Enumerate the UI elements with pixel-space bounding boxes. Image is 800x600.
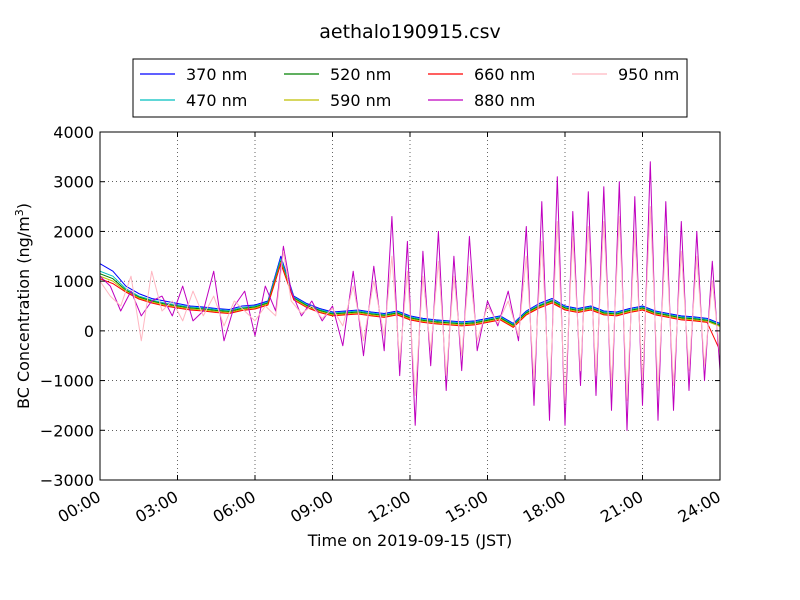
y-tick-label: 0: [84, 322, 94, 341]
y-axis: 4000 3000 2000 1000 0 −1000 −2000 −3000: [40, 123, 720, 490]
chart-title: aethalo190915.csv: [319, 21, 501, 43]
y-tick-label: 2000: [53, 222, 94, 241]
legend-label-660-nm: 660 nm: [474, 65, 535, 84]
y-axis-title-main: BC Concentration (ng/m: [14, 216, 33, 409]
legend-label-470-nm: 470 nm: [186, 91, 247, 110]
x-axis-title: Time on 2019-09-15 (JST): [307, 531, 512, 550]
y-axis-title-superscript: 3: [13, 209, 26, 216]
legend-label-590-nm: 590 nm: [330, 91, 391, 110]
legend-label-370-nm: 370 nm: [186, 65, 247, 84]
y-tick-label: −1000: [40, 372, 94, 391]
y-axis-title-close: ): [14, 203, 33, 209]
y-tick-label: −3000: [40, 471, 94, 490]
y-axis-title: BC Concentration (ng/m3): [13, 203, 33, 409]
legend-label-880-nm: 880 nm: [474, 91, 535, 110]
series-line-950-nm: [100, 206, 720, 401]
y-tick-label: −2000: [40, 421, 94, 440]
series-layer: [100, 161, 720, 431]
y-tick-label: 3000: [53, 173, 94, 192]
y-tick-label: 4000: [53, 123, 94, 142]
legend: 370 nm 470 nm 520 nm 590 nm 660 nm 880 nm 950 …: [132, 58, 688, 118]
legend-label-520-nm: 520 nm: [330, 65, 391, 84]
legend-frame: [132, 58, 688, 118]
legend-items: 370 nm 470 nm 520 nm 590 nm 660 nm 880 nm 950 …: [140, 65, 679, 110]
y-tick-label: 1000: [53, 272, 94, 291]
legend-label-950-nm: 950 nm: [618, 65, 679, 84]
